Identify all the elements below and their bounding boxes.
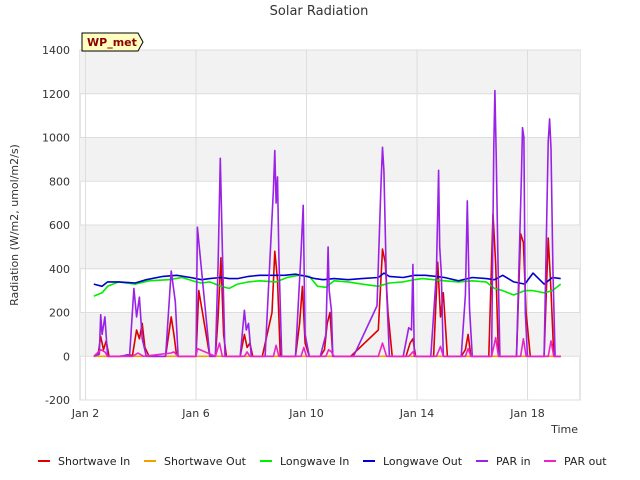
background-band [80,137,580,182]
x-tick-label: Jan 6 [181,407,209,420]
y-tick-label: -200 [45,394,70,407]
series-line-longwave-in [93,274,562,297]
y-axis-title: Radiation (W/m2, umol/m2/s) [8,144,21,306]
y-tick-label: 200 [49,307,70,320]
y-tick-labels: -200 0 200 400 600 800 1000 1200 1400 [42,44,70,407]
series-lines [93,89,562,358]
y-tick-label: 1400 [42,44,70,57]
y-tick-label: 1000 [42,132,70,145]
background-band [80,225,580,269]
legend-label-longwave-in: Longwave In [280,455,349,468]
x-tick-label: Jan 10 [288,407,323,420]
station-badge-shape [81,32,144,52]
x-tick-label: Jan 18 [509,407,544,420]
x-tick-label: Jan 2 [71,407,99,420]
x-tick-label: Jan 14 [399,407,434,420]
x-tick-labels: Jan 2 Jan 6 Jan 10 Jan 14 Jan 18 [71,407,545,420]
y-tick-label: 600 [49,219,70,232]
legend-label-longwave-out: Longwave Out [383,455,463,468]
station-badge: WP_met [81,32,144,52]
background-band [80,50,580,94]
legend-label-par-out: PAR out [564,455,607,468]
legend-label-shortwave-out: Shortwave Out [164,455,247,468]
y-tick-label: 1200 [42,88,70,101]
y-tick-label: 0 [63,350,70,363]
station-label: WP_met [87,36,137,49]
legend: Shortwave In Shortwave Out Longwave In Long… [38,455,607,468]
y-tick-label: 800 [49,175,70,188]
chart-title: Solar Radiation [270,4,369,19]
legend-label-shortwave-in: Shortwave In [58,455,130,468]
legend-label-par-in: PAR in [496,455,531,468]
y-tick-label: 400 [49,263,70,276]
x-axis-title: Time [550,423,578,436]
series-line-par-out [93,336,561,358]
